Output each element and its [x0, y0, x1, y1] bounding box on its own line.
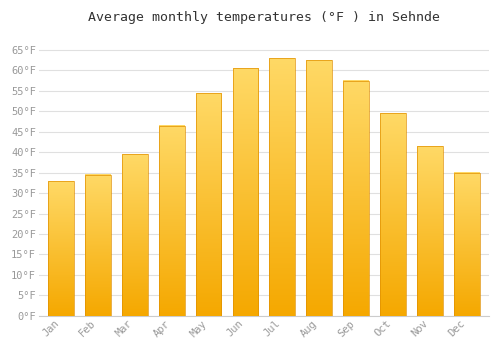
- Bar: [270, 58, 295, 316]
- Bar: [48, 181, 74, 316]
- Bar: [159, 126, 184, 316]
- Bar: [417, 146, 443, 316]
- Bar: [196, 93, 222, 316]
- Title: Average monthly temperatures (°F ) in Sehnde: Average monthly temperatures (°F ) in Se…: [88, 11, 440, 24]
- Bar: [85, 175, 111, 316]
- Bar: [454, 173, 479, 316]
- Bar: [380, 113, 406, 316]
- Bar: [122, 154, 148, 316]
- Bar: [306, 60, 332, 316]
- Bar: [232, 68, 258, 316]
- Bar: [343, 80, 369, 316]
